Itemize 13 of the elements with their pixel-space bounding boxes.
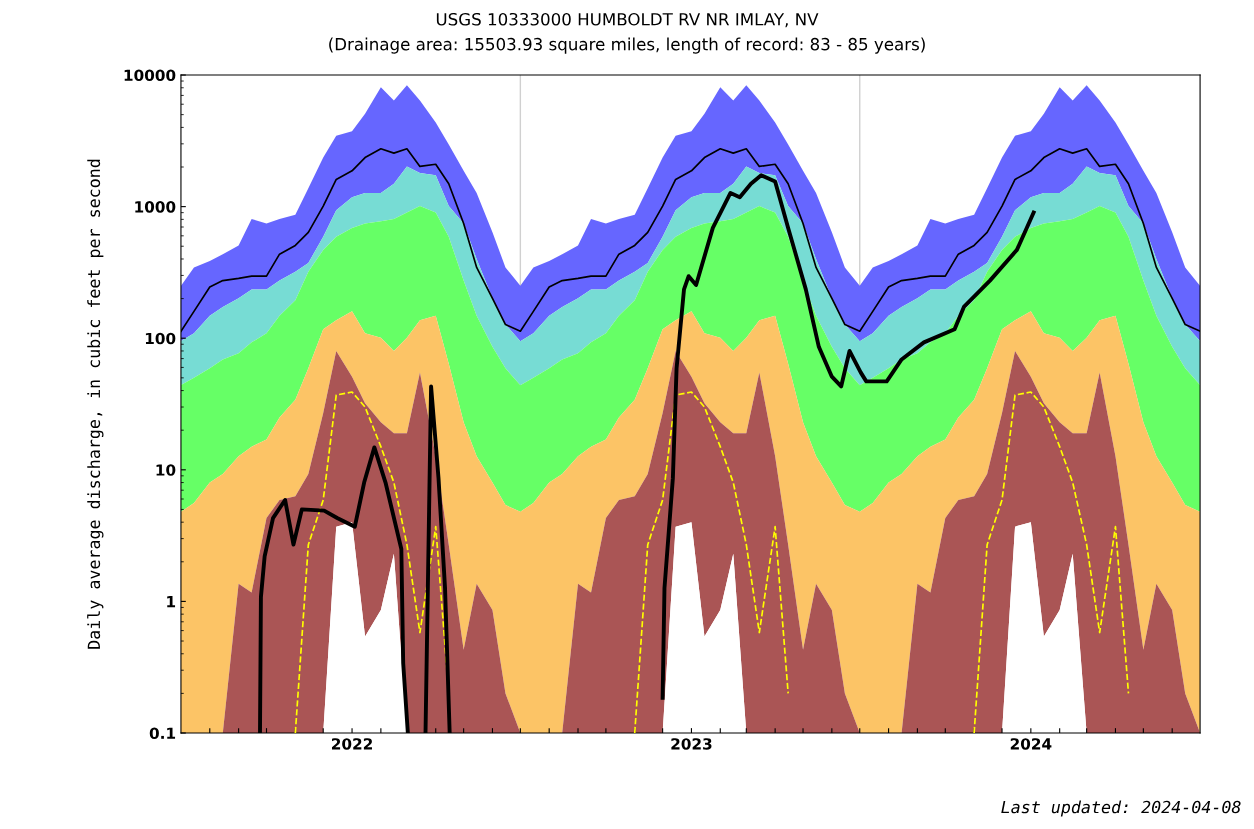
y-tick-label: 0.1 [149, 727, 176, 740]
y-tick-label: 1000 [135, 201, 176, 213]
y-axis-title: Daily average discharge, in cubic feet per second [87, 159, 104, 649]
y-tick-label: 1 [167, 596, 176, 608]
y-tick-label: 100 [145, 332, 176, 345]
y-tick-label: 10 [156, 464, 176, 476]
chart-subtitle: (Drainage area: 15503.93 square miles, length of record: 83 - 85 years) [329, 37, 925, 54]
y-tick-label: 10000 [124, 69, 176, 82]
x-tick-label: 2022 [331, 738, 372, 750]
text: Last updated: 2024-04-08 [1001, 800, 1241, 817]
x-tick-label: 2024 [1010, 738, 1052, 750]
x-tick-label: 2023 [671, 738, 712, 750]
chart-title: USGS 10333000 HUMBOLDT RV NR IMLAY, NV [436, 12, 819, 28]
